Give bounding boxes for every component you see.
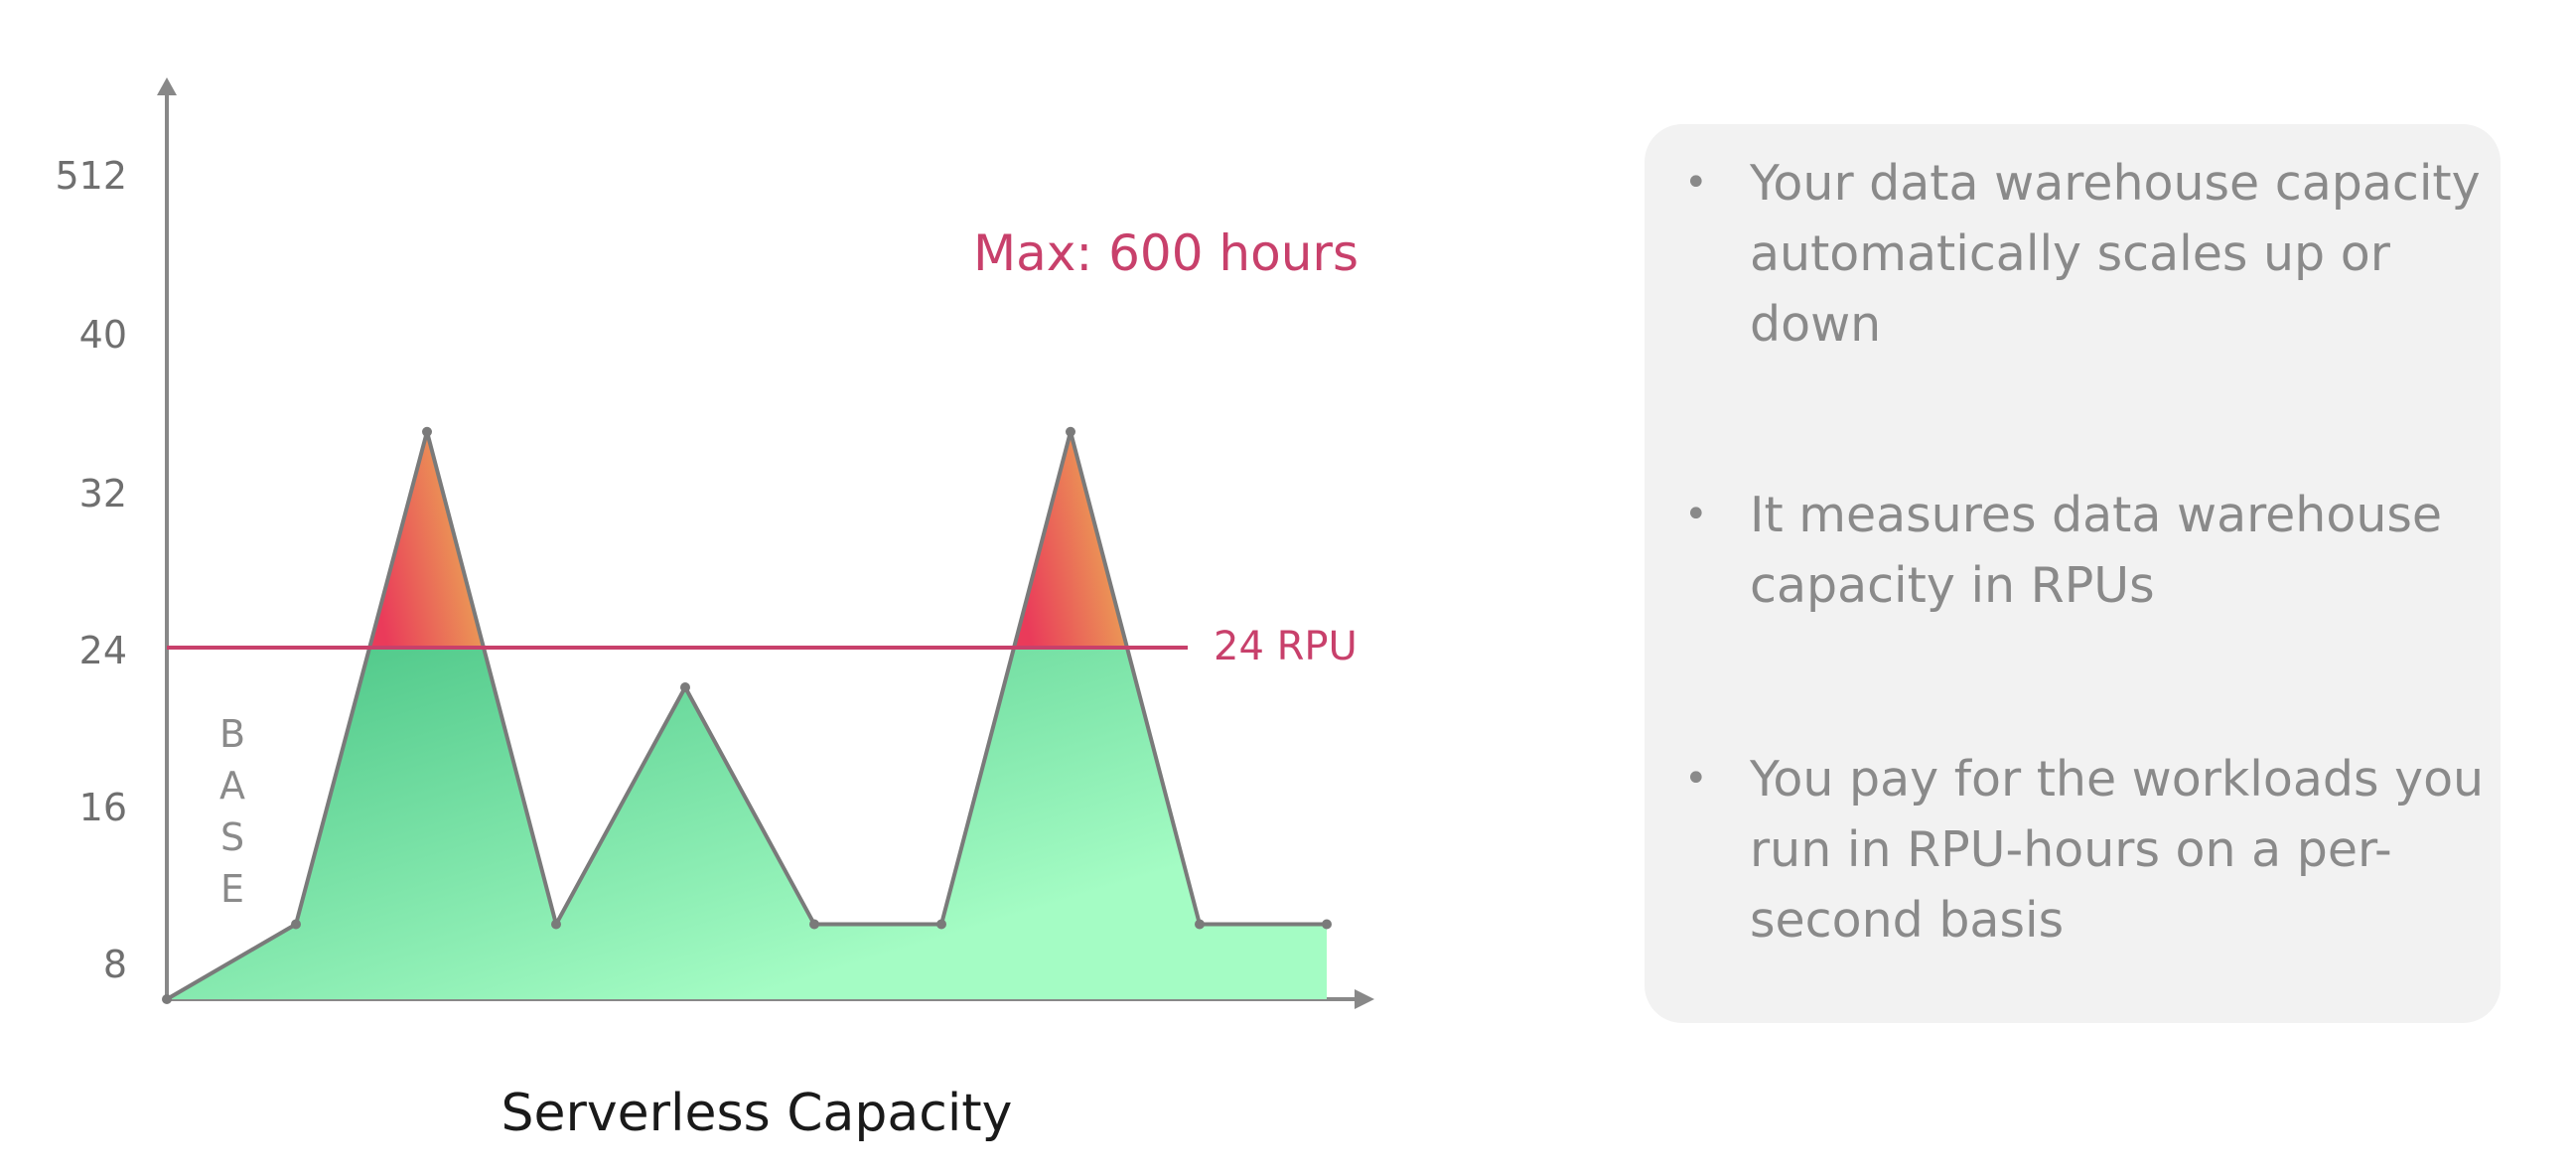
threshold-label: 24 RPU bbox=[1214, 624, 1358, 669]
base-letter: E bbox=[220, 867, 244, 911]
y-tick-label: 16 bbox=[79, 786, 127, 829]
peak-overflow-layer bbox=[369, 431, 1127, 648]
bullet-icon: • bbox=[1684, 492, 1708, 537]
peak-overflow-area bbox=[1014, 431, 1127, 648]
bullet-icon: • bbox=[1684, 756, 1708, 802]
data-point bbox=[162, 994, 172, 1004]
data-point bbox=[680, 682, 690, 692]
data-point bbox=[1195, 919, 1205, 930]
chart-title: Serverless Capacity bbox=[501, 1084, 1013, 1143]
data-point bbox=[1322, 919, 1332, 930]
y-tick-label: 40 bbox=[79, 313, 127, 357]
info-item-text: Your data warehouse capacity automatical… bbox=[1750, 155, 2481, 353]
y-tick-label: 24 bbox=[79, 629, 127, 672]
y-tick-labels: 512 40 32 24 16 8 bbox=[55, 154, 127, 986]
data-point bbox=[1066, 426, 1075, 437]
data-point bbox=[422, 426, 432, 437]
capacity-line-layer bbox=[165, 429, 1327, 1001]
info-item-text: It measures data warehouse capacity in R… bbox=[1750, 487, 2443, 614]
peak-overflow-area bbox=[369, 431, 484, 648]
base-letter: S bbox=[220, 815, 244, 859]
y-tick-label: 512 bbox=[55, 154, 127, 198]
max-annotation: Max: 600 hours bbox=[973, 224, 1359, 282]
y-tick-label: 32 bbox=[79, 472, 127, 515]
capacity-points-layer bbox=[162, 426, 1332, 1004]
data-point bbox=[291, 919, 301, 930]
bullet-icon: • bbox=[1684, 160, 1708, 206]
data-point bbox=[809, 919, 819, 930]
info-item-text: You pay for the workloads you run in RPU… bbox=[1750, 751, 2485, 949]
serverless-capacity-chart: 512 40 32 24 16 8 24 RPU Max: 600 hours … bbox=[55, 77, 1374, 1143]
base-label: B A S E bbox=[219, 712, 245, 911]
y-axis-arrow-icon bbox=[157, 77, 177, 95]
x-axis-arrow-icon bbox=[1355, 989, 1374, 1009]
info-item: • It measures data warehouse capacity in… bbox=[1684, 480, 2485, 621]
base-letter: B bbox=[219, 712, 245, 756]
info-panel: • Your data warehouse capacity automatic… bbox=[1645, 124, 2501, 1023]
capacity-area bbox=[167, 648, 1327, 999]
y-tick-label: 8 bbox=[103, 943, 127, 986]
data-point bbox=[551, 919, 561, 930]
base-letter: A bbox=[219, 764, 245, 808]
data-point bbox=[936, 919, 946, 930]
capacity-area-layer bbox=[167, 648, 1327, 999]
info-item: • You pay for the workloads you run in R… bbox=[1684, 744, 2485, 956]
capacity-series-line bbox=[165, 429, 1327, 1001]
info-item: • Your data warehouse capacity automatic… bbox=[1684, 148, 2485, 360]
